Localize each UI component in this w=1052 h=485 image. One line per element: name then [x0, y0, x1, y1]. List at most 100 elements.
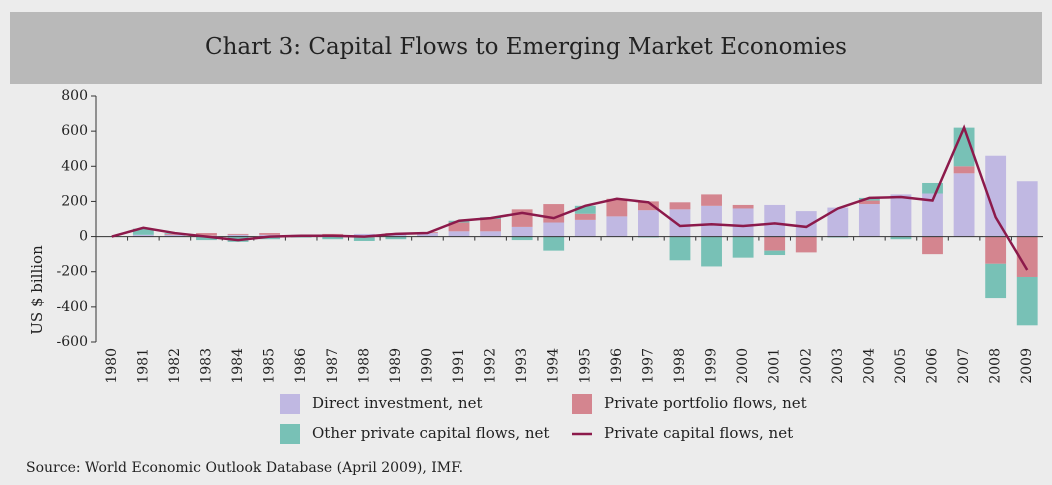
x-tick-label: 1981: [135, 348, 151, 384]
y-tick-label: 0: [79, 229, 88, 245]
bar: [701, 205, 722, 237]
bar: [732, 208, 754, 237]
bar: [606, 198, 628, 217]
bar: [543, 222, 565, 237]
x-tick-label: 2004: [861, 348, 877, 384]
bar: [511, 226, 533, 237]
x-tick-label: 1990: [419, 348, 435, 384]
legend-label: Direct investment, net: [312, 394, 483, 412]
bar: [858, 204, 880, 237]
bar: [764, 204, 786, 237]
x-tick-label: 1980: [104, 348, 120, 384]
x-tick-label: 1991: [451, 348, 467, 384]
x-tick-label: 1996: [609, 348, 625, 384]
x-tick-label: 1986: [293, 348, 309, 384]
bar: [764, 250, 786, 256]
bar: [953, 166, 975, 174]
bar: [701, 236, 722, 267]
x-tick-label: 1984: [230, 348, 246, 384]
legend-swatch: [280, 394, 300, 414]
y-axis-label: US $ billion: [28, 245, 46, 335]
bar: [322, 236, 344, 240]
x-tick-label: 1998: [672, 348, 688, 384]
x-tick-label: 1999: [704, 348, 720, 384]
x-tick-label: 2005: [893, 348, 909, 384]
bar: [637, 201, 659, 211]
bar: [448, 222, 470, 232]
x-tick-label: 2009: [1019, 348, 1035, 384]
x-tick-label: 1987: [325, 348, 341, 384]
bar: [985, 155, 1007, 237]
bar: [858, 200, 880, 205]
x-tick-label: 2000: [735, 348, 751, 384]
y-tick-label: 600: [61, 123, 88, 139]
bar: [732, 236, 754, 258]
x-tick-label: 1982: [167, 348, 183, 384]
bar: [227, 233, 249, 235]
x-tick-label: 1992: [483, 348, 499, 384]
bar: [922, 182, 943, 194]
bar: [480, 219, 502, 232]
bar: [1016, 276, 1038, 326]
bar: [764, 236, 786, 251]
y-tick-label: 200: [61, 193, 88, 209]
bar: [196, 233, 217, 236]
x-tick-label: 1994: [546, 348, 562, 384]
x-tick-label: 2002: [798, 348, 814, 384]
bar: [385, 233, 407, 237]
bar: [353, 237, 375, 241]
bar: [511, 236, 533, 241]
bar: [890, 194, 912, 237]
chart-title: Chart 3: Capital Flows to Emerging Marke…: [205, 34, 847, 60]
x-tick-label: 1989: [388, 348, 404, 384]
y-tick-label: -400: [57, 299, 88, 315]
legend-label: Private portfolio flows, net: [604, 394, 807, 412]
x-tick-label: 2008: [988, 348, 1004, 384]
x-tick-label: 2006: [925, 348, 941, 384]
x-tick-label: 1983: [198, 348, 214, 384]
bar: [227, 234, 249, 237]
bar: [890, 236, 912, 240]
y-tick-label: 400: [61, 158, 88, 174]
bar: [669, 202, 691, 210]
bar: [953, 173, 975, 237]
bar: [701, 194, 722, 206]
legend-label: Other private capital flows, net: [312, 424, 549, 442]
bar: [574, 219, 596, 237]
bar: [164, 233, 186, 235]
y-tick-label: 800: [61, 88, 88, 104]
bar: [322, 233, 344, 235]
bar: [448, 231, 470, 237]
bar: [795, 211, 817, 237]
x-tick-label: 2003: [830, 348, 846, 384]
bar: [985, 236, 1007, 264]
bar: [480, 231, 502, 237]
legend-swatch: [280, 424, 300, 444]
bar: [922, 236, 943, 255]
bar: [637, 210, 659, 237]
bar: [543, 204, 565, 223]
x-tick-label: 1997: [640, 348, 656, 384]
x-tick-label: 1988: [356, 348, 372, 384]
x-tick-label: 2001: [767, 348, 783, 384]
bar: [132, 228, 154, 235]
y-tick-label: -600: [57, 334, 88, 350]
x-tick-label: 1995: [577, 348, 593, 384]
bar: [732, 204, 754, 209]
bar: [669, 236, 691, 261]
bar: [922, 193, 943, 237]
bar: [196, 236, 217, 241]
bar: [985, 263, 1007, 299]
bar: [795, 236, 817, 253]
bar: [259, 233, 281, 235]
y-tick-label: -200: [57, 264, 88, 280]
x-tick-label: 2007: [956, 348, 972, 384]
bar: [259, 236, 281, 240]
x-tick-label: 1985: [262, 348, 278, 384]
bar: [353, 233, 375, 237]
legend-label: Private capital flows, net: [604, 424, 793, 442]
bar: [543, 236, 565, 251]
bar: [385, 236, 407, 240]
source: Source: World Economic Outlook Database …: [26, 460, 463, 476]
bar: [606, 216, 628, 237]
